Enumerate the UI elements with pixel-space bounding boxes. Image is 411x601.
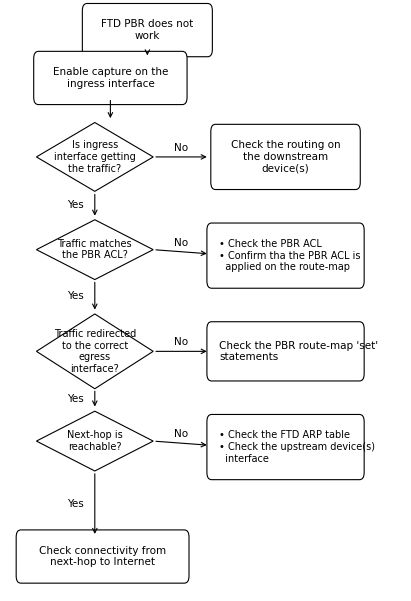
FancyBboxPatch shape [207, 322, 364, 381]
Text: No: No [174, 143, 189, 153]
Text: Yes: Yes [67, 200, 84, 210]
Text: Yes: Yes [67, 291, 84, 301]
FancyBboxPatch shape [207, 223, 364, 288]
Text: No: No [174, 337, 189, 347]
Text: Traffic matches
the PBR ACL?: Traffic matches the PBR ACL? [58, 239, 132, 260]
Text: Check the routing on
the downstream
device(s): Check the routing on the downstream devi… [231, 140, 340, 174]
Text: No: No [174, 429, 189, 439]
Text: Next-hop is
reachable?: Next-hop is reachable? [67, 430, 122, 452]
Text: Check connectivity from
next-hop to Internet: Check connectivity from next-hop to Inte… [39, 546, 166, 567]
FancyBboxPatch shape [82, 4, 212, 56]
Text: Yes: Yes [67, 394, 84, 404]
Text: Check the PBR route-map 'set'
statements: Check the PBR route-map 'set' statements [219, 341, 379, 362]
FancyBboxPatch shape [16, 530, 189, 583]
Text: FTD PBR does not
work: FTD PBR does not work [101, 19, 194, 41]
Polygon shape [37, 220, 153, 279]
Text: No: No [174, 238, 189, 248]
Polygon shape [37, 123, 153, 191]
Text: Yes: Yes [67, 499, 84, 509]
FancyBboxPatch shape [207, 415, 364, 480]
Text: • Check the PBR ACL
• Confirm tha the PBR ACL is
  applied on the route-map: • Check the PBR ACL • Confirm tha the PB… [219, 239, 361, 272]
Text: Traffic redirected
to the correct
egress
interface?: Traffic redirected to the correct egress… [54, 329, 136, 374]
Text: • Check the FTD ARP table
• Check the upstream device(s)
  interface: • Check the FTD ARP table • Check the up… [219, 430, 375, 463]
Polygon shape [37, 314, 153, 389]
Text: Enable capture on the
ingress interface: Enable capture on the ingress interface [53, 67, 168, 89]
FancyBboxPatch shape [34, 51, 187, 105]
FancyBboxPatch shape [211, 124, 360, 189]
Text: Is ingress
interface getting
the traffic?: Is ingress interface getting the traffic… [54, 140, 136, 174]
Polygon shape [37, 411, 153, 471]
